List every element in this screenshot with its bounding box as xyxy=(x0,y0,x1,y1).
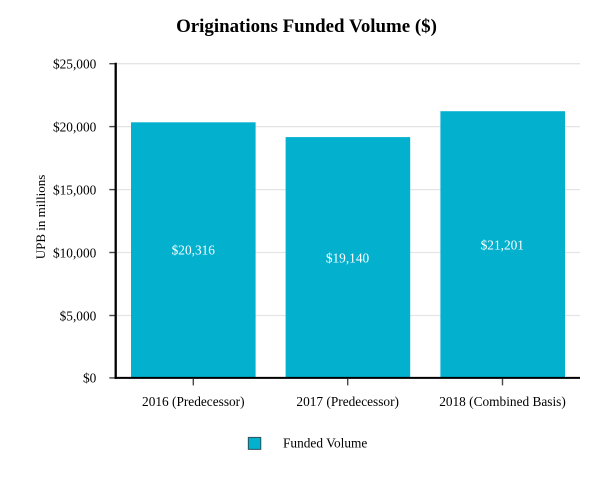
svg-text:$5,000: $5,000 xyxy=(60,308,97,323)
svg-text:$25,000: $25,000 xyxy=(53,57,97,72)
svg-text:$19,140: $19,140 xyxy=(326,251,370,266)
svg-text:2016 (Predecessor): 2016 (Predecessor) xyxy=(142,394,245,409)
svg-text:$21,201: $21,201 xyxy=(481,238,524,253)
svg-text:$15,000: $15,000 xyxy=(53,182,97,197)
svg-text:UPB in millions: UPB in millions xyxy=(33,175,48,260)
svg-text:Originations Funded Volume ($): Originations Funded Volume ($) xyxy=(176,16,437,37)
svg-text:$0: $0 xyxy=(83,371,97,386)
svg-text:$10,000: $10,000 xyxy=(53,245,97,260)
svg-text:Funded Volume: Funded Volume xyxy=(283,436,367,451)
svg-text:$20,316: $20,316 xyxy=(172,243,216,258)
svg-text:2018 (Combined Basis): 2018 (Combined Basis) xyxy=(439,394,566,409)
svg-text:2017 (Predecessor): 2017 (Predecessor) xyxy=(296,394,399,409)
svg-text:$20,000: $20,000 xyxy=(53,119,97,134)
